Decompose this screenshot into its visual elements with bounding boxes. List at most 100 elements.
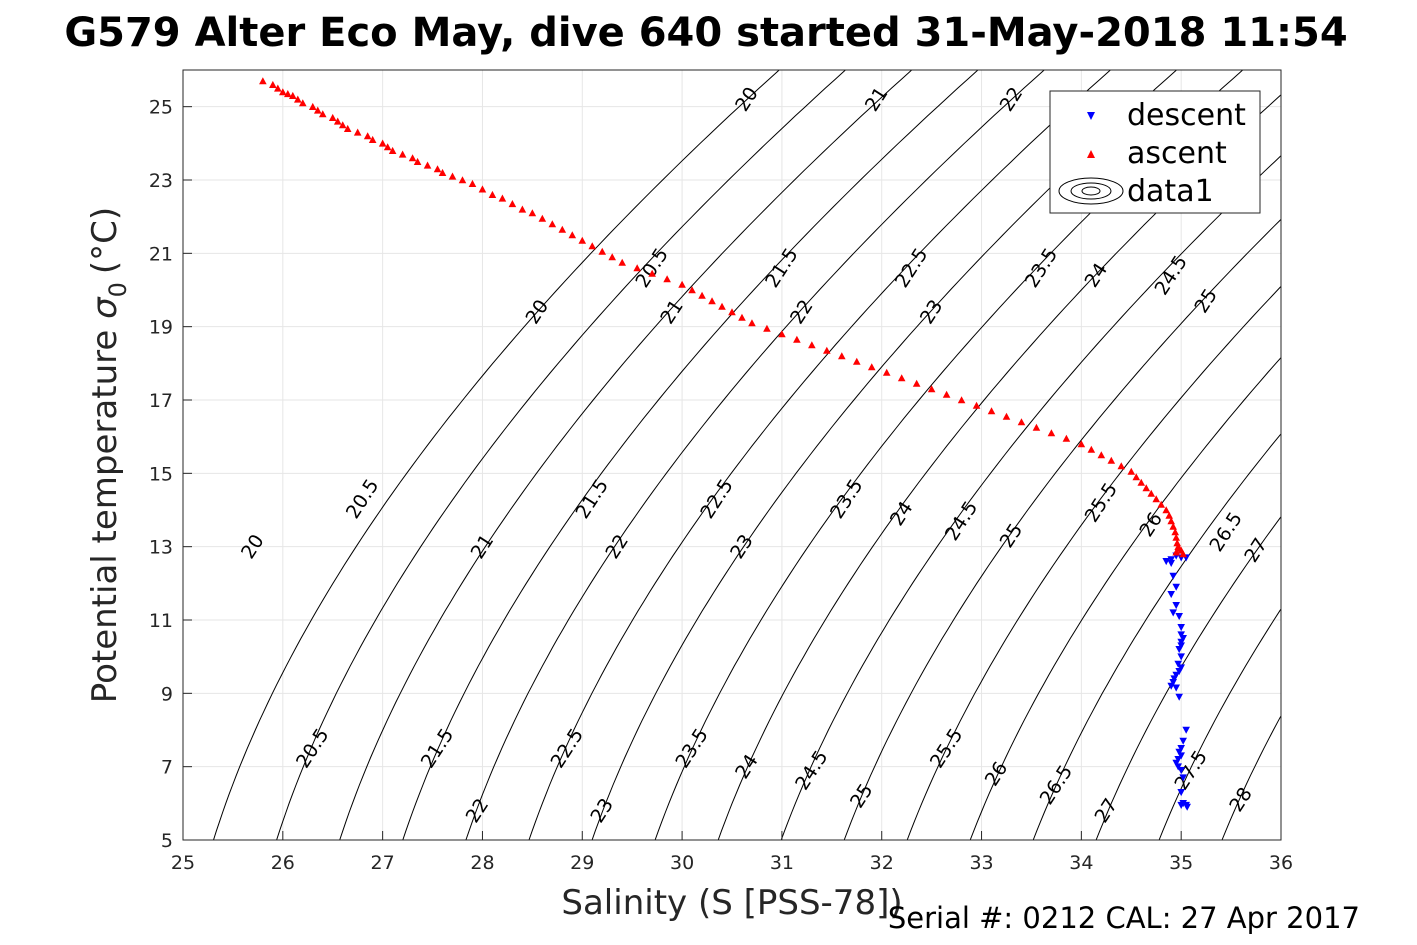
- ascent-point: [458, 176, 467, 184]
- legend-descent-label: descent: [1127, 98, 1246, 133]
- ascent-point: [663, 275, 671, 283]
- y-tick-label: 17: [149, 390, 173, 412]
- ascent-point: [1172, 533, 1180, 541]
- y-tick-label: 13: [149, 537, 173, 559]
- ascent-point: [558, 225, 567, 233]
- ascent-point: [1087, 445, 1096, 453]
- ascent-point: [778, 330, 786, 338]
- ascent-point: [388, 146, 397, 154]
- ascent-point: [318, 110, 327, 118]
- descent-point: [1177, 631, 1185, 639]
- ascent-point: [1152, 495, 1161, 503]
- descent-point: [1169, 679, 1177, 687]
- series-ascent: [259, 77, 1187, 558]
- ascent-point: [408, 154, 417, 162]
- contour-line: [1221, 714, 1281, 840]
- ascent-point: [748, 319, 756, 327]
- ascent-point: [468, 179, 477, 187]
- descent-point: [1177, 745, 1185, 753]
- ascent-point: [333, 117, 342, 125]
- ascent-point: [1147, 489, 1156, 497]
- x-tick-label: 33: [969, 852, 993, 874]
- contour-line: [339, 70, 913, 840]
- ascent-point: [678, 280, 686, 288]
- ascent-point: [423, 161, 432, 169]
- ascent-point: [279, 88, 287, 96]
- ascent-point: [1002, 412, 1011, 420]
- ascent-point: [508, 200, 517, 208]
- ascent-point: [942, 390, 951, 398]
- ascent-point: [1017, 418, 1026, 426]
- x-axis-ticks: 25 26 27 28 29 30 31 32 33 34 35 36: [171, 831, 1293, 874]
- descent-point: [1177, 653, 1185, 661]
- ascent-point: [578, 236, 587, 244]
- y-axis-label: Potential temperature σ0 (°C): [85, 207, 132, 703]
- y-tick-label: 11: [149, 610, 173, 632]
- ascent-point: [413, 157, 422, 165]
- ascent-point: [378, 139, 387, 147]
- ascent-point: [897, 374, 906, 382]
- legend-ascent-marker: [1087, 150, 1095, 158]
- contour-line: [1095, 515, 1281, 840]
- ascent-point: [518, 205, 527, 213]
- descent-point: [1183, 803, 1191, 811]
- descent-point: [1177, 624, 1185, 632]
- ascent-point: [793, 335, 801, 343]
- descent-point: [1169, 572, 1177, 580]
- descent-point: [1175, 668, 1183, 676]
- density-contours: [212, 70, 1281, 840]
- descent-point: [1175, 646, 1183, 654]
- series-descent: [1162, 552, 1191, 811]
- ascent-point: [383, 143, 392, 151]
- x-tick-label: 29: [570, 852, 594, 874]
- ascent-point: [1107, 456, 1116, 464]
- x-tick-label: 26: [271, 852, 295, 874]
- x-tick-label: 36: [1269, 852, 1293, 874]
- y-tick-label: 23: [149, 170, 173, 192]
- x-axis-label: Salinity (S [PSS-78]): [561, 883, 902, 923]
- ascent-point: [738, 313, 746, 321]
- legend: descent ascent data1: [1049, 90, 1261, 214]
- descent-point: [1172, 602, 1180, 610]
- ascent-point: [1162, 506, 1171, 514]
- ascent-point: [1137, 478, 1146, 486]
- x-tick-label: 35: [1169, 852, 1193, 874]
- ascent-point: [1097, 451, 1106, 459]
- y-tick-label: 7: [161, 757, 173, 779]
- ascent-point: [633, 264, 641, 272]
- ascent-point: [289, 91, 297, 99]
- contour-line: [1032, 433, 1281, 840]
- y-axis-label-subscript: 0: [104, 282, 132, 297]
- descent-point: [1177, 752, 1185, 760]
- legend-box: [1049, 90, 1261, 214]
- contour-line: [969, 356, 1281, 840]
- contour-line: [212, 70, 780, 840]
- x-tick-label: 27: [371, 852, 395, 874]
- descent-point: [1167, 559, 1175, 567]
- data-series: [259, 77, 1191, 811]
- descent-point: [1175, 613, 1183, 621]
- ascent-point: [1167, 517, 1175, 525]
- x-tick-label: 25: [171, 852, 195, 874]
- contour-line: [843, 218, 1281, 840]
- ascent-point: [867, 363, 876, 371]
- ascent-point: [882, 368, 891, 376]
- contour-line: [528, 70, 1112, 840]
- ascent-point: [498, 194, 507, 202]
- descent-point: [1177, 801, 1185, 809]
- descent-point: [1167, 682, 1175, 690]
- ascent-point: [448, 172, 457, 180]
- ascent-point: [588, 242, 597, 250]
- descent-point: [1175, 748, 1183, 756]
- ascent-point: [823, 346, 831, 354]
- ascent-point: [1169, 522, 1177, 530]
- y-axis-ticks: 5 7 9 11 13 15 17 19 21 23 25: [149, 97, 192, 852]
- ascent-point: [313, 106, 322, 114]
- ascent-point: [1172, 548, 1180, 556]
- y-axis-label-sigma: σ: [85, 296, 125, 319]
- descent-point: [1177, 638, 1185, 646]
- descent-point: [1175, 693, 1183, 701]
- ascent-point: [298, 99, 307, 107]
- ascent-point: [1173, 539, 1181, 547]
- ascent-point: [438, 168, 447, 176]
